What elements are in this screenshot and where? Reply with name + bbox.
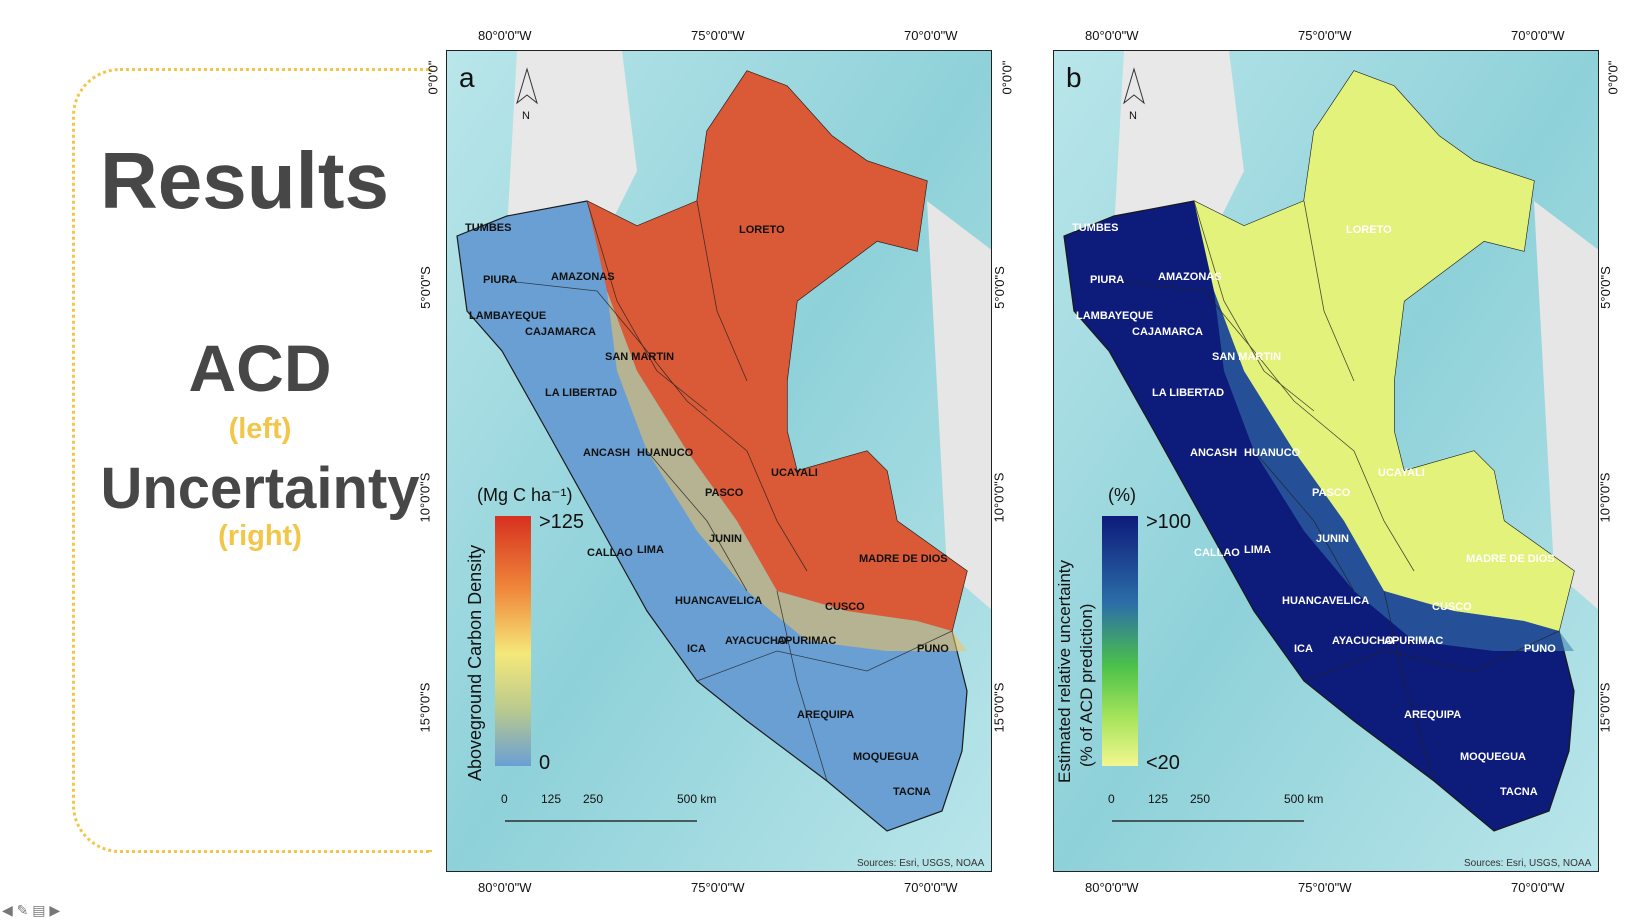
peru-low-uncertainty	[1194, 71, 1574, 631]
svg-text:0: 0	[1108, 792, 1115, 806]
uncertainty-legend-unit: (%)	[1108, 485, 1136, 505]
andes-transition	[607, 291, 967, 651]
uncertainty-legend-min: <20	[1146, 752, 1180, 774]
panel-letter-b: b	[1066, 62, 1082, 93]
lat-label-a-right-5s: 5°0'0"S	[991, 266, 1007, 309]
lon-label-top-a-80w: 80°0'0"W	[478, 28, 532, 43]
slide-title: Results	[100, 136, 389, 225]
lat-label-a-5s: 5°0'0"S	[417, 266, 433, 309]
uncertainty-map: b N (%) >100 <20 Estimated relative unce…	[1054, 51, 1598, 871]
region-labels-a: TUMBES PIURA LAMBAYEQUE CAJAMARCA AMAZON…	[465, 222, 949, 798]
svg-text:125: 125	[1148, 792, 1168, 806]
lon-label-bottom-b-80w: 80°0'0"W	[1085, 880, 1139, 895]
title-frame	[72, 68, 432, 853]
north-arrow: N	[1123, 67, 1145, 122]
acd-legend-unit: (Mg C ha⁻¹)	[477, 485, 573, 505]
comment-icon[interactable]: ▤	[32, 902, 46, 918]
svg-text:N: N	[1129, 110, 1137, 122]
lat-label-a-0: 0°0'0"	[425, 60, 441, 95]
acd-heading: ACD	[188, 331, 332, 405]
lon-label-top-b-80w: 80°0'0"W	[1085, 28, 1139, 43]
lat-label-a-right-10s: 10°0'0"S	[991, 472, 1007, 523]
acd-note: (left)	[228, 413, 292, 445]
scale-bar-a: 0 125 250 500 km	[501, 792, 716, 822]
svg-text:250: 250	[583, 792, 603, 806]
lon-label-top-a-75w: 75°0'0"W	[691, 28, 745, 43]
peru-high-region	[587, 71, 967, 631]
scale-bar-b: 0 125 250 500 km	[1108, 792, 1323, 822]
arrow-left-icon[interactable]: ◀	[2, 902, 13, 918]
lon-label-top-b-70w: 70°0'0"W	[1511, 28, 1565, 43]
arrow-right-icon[interactable]: ▶	[49, 902, 61, 918]
svg-text:500 km: 500 km	[1284, 792, 1323, 806]
source-a: Sources: Esri, USGS, NOAA	[857, 858, 985, 869]
lat-label-b-right-5s: 5°0'0"S	[1597, 266, 1613, 309]
lat-label-a-10s: 10°0'0"S	[417, 472, 433, 523]
acd-map: a N (Mg C ha⁻¹) >125 0 Aboveground Carbo…	[447, 51, 991, 871]
uncertainty-legend-bar	[1102, 516, 1138, 766]
svg-text:0: 0	[501, 792, 508, 806]
svg-text:N: N	[522, 110, 530, 122]
lat-label-b-right-0: 0°0'0"	[1605, 60, 1621, 95]
uncertainty-legend-title-2: (% of ACD prediction)	[1077, 604, 1096, 767]
lat-label-a-right-0: 0°0'0"	[999, 60, 1015, 95]
lat-label-b-right-15s: 15°0'0"S	[1597, 682, 1613, 733]
region-labels-b: TUMBES PIURA LAMBAYEQUE CAJAMARCA AMAZON…	[1072, 222, 1556, 798]
uncertainty-map-panel: b N (%) >100 <20 Estimated relative unce…	[1053, 50, 1599, 872]
uncertainty-transition	[1214, 291, 1574, 651]
panel-letter-a: a	[459, 62, 475, 93]
lon-label-bottom-b-75w: 75°0'0"W	[1298, 880, 1352, 895]
uncertainty-legend-title-1: Estimated relative uncertainty	[1055, 560, 1074, 783]
uncertainty-legend-max: >100	[1146, 511, 1191, 533]
acd-legend-min: 0	[539, 752, 550, 774]
lon-label-bottom-a-70w: 70°0'0"W	[904, 880, 958, 895]
lon-label-bottom-b-70w: 70°0'0"W	[1511, 880, 1565, 895]
lat-label-a-15s: 15°0'0"S	[417, 682, 433, 733]
acd-legend-title: Aboveground Carbon Density	[465, 545, 485, 781]
pen-icon[interactable]: ✎	[16, 902, 29, 918]
lat-label-a-right-15s: 15°0'0"S	[991, 682, 1007, 733]
uncertainty-heading: Uncertainty	[100, 456, 420, 521]
svg-text:500 km: 500 km	[677, 792, 716, 806]
lon-label-bottom-a-75w: 75°0'0"W	[691, 880, 745, 895]
acd-map-panel: a N (Mg C ha⁻¹) >125 0 Aboveground Carbo…	[446, 50, 992, 872]
svg-text:125: 125	[541, 792, 561, 806]
acd-legend-bar	[495, 516, 531, 766]
source-b: Sources: Esri, USGS, NOAA	[1464, 858, 1592, 869]
north-arrow: N	[516, 67, 538, 122]
slide-nav-controls: ◀ ✎ ▤ ▶	[2, 902, 60, 919]
svg-text:250: 250	[1190, 792, 1210, 806]
lon-label-top-a-70w: 70°0'0"W	[904, 28, 958, 43]
lat-label-b-right-10s: 10°0'0"S	[1597, 472, 1613, 523]
lon-label-top-b-75w: 75°0'0"W	[1298, 28, 1352, 43]
lon-label-bottom-a-80w: 80°0'0"W	[478, 880, 532, 895]
uncertainty-note: (right)	[218, 520, 302, 552]
acd-legend-max: >125	[539, 511, 584, 533]
